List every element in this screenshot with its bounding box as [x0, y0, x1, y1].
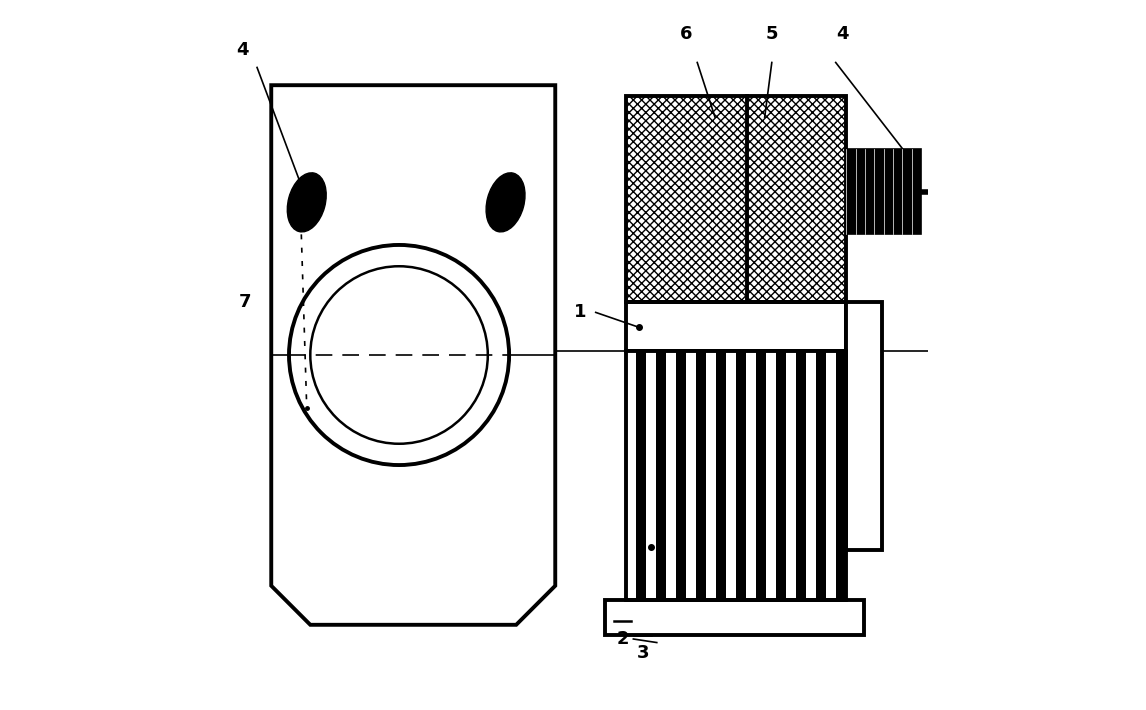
Bar [626, 351, 636, 600]
Bar [776, 351, 786, 600]
Polygon shape [272, 85, 556, 625]
Text: 5: 5 [766, 25, 778, 43]
Bar [796, 351, 807, 600]
Text: 2: 2 [617, 630, 629, 648]
Text: 3: 3 [636, 644, 649, 662]
Bar [767, 351, 776, 600]
Text: 4: 4 [236, 40, 249, 59]
Text: 4: 4 [837, 25, 849, 43]
Bar [837, 351, 847, 600]
Bar [626, 302, 847, 351]
Bar [697, 351, 706, 600]
Bar [847, 149, 921, 234]
Bar [826, 351, 837, 600]
Bar [756, 351, 767, 600]
Bar [626, 96, 747, 302]
Bar [736, 351, 746, 600]
Bar [816, 351, 826, 600]
Bar [727, 351, 736, 600]
Bar [626, 351, 847, 600]
Bar [847, 302, 882, 550]
Bar [636, 351, 646, 600]
Bar [706, 351, 716, 600]
Ellipse shape [486, 173, 525, 232]
Text: 6: 6 [681, 25, 693, 43]
Bar [626, 96, 747, 302]
Bar [786, 351, 796, 600]
Bar [716, 351, 727, 600]
Text: 7: 7 [238, 293, 251, 311]
Bar [646, 351, 657, 600]
Bar [605, 600, 864, 635]
Bar [747, 96, 847, 302]
Bar [666, 351, 676, 600]
Text: 1: 1 [574, 303, 587, 322]
Bar [686, 351, 697, 600]
Bar [746, 351, 756, 600]
Bar [747, 96, 847, 302]
Bar [807, 351, 816, 600]
Bar [657, 351, 666, 600]
Bar [626, 96, 847, 302]
Bar [626, 351, 847, 600]
Bar [676, 351, 686, 600]
Ellipse shape [288, 173, 327, 232]
